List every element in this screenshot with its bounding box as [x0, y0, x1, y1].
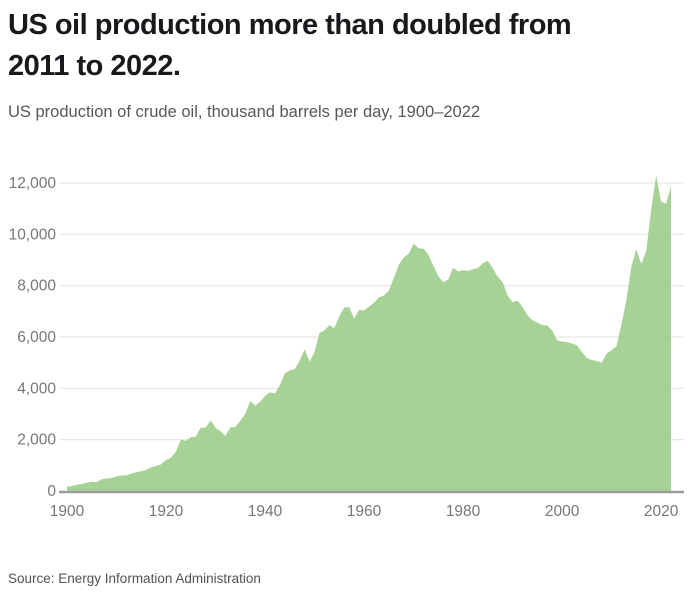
y-axis-labels: 0 2,000 4,000 6,000 8,000 10,000 12,000 — [9, 175, 57, 500]
svg-text:1960: 1960 — [347, 503, 382, 520]
svg-text:1940: 1940 — [248, 503, 283, 520]
page-title-line1: US oil production more than doubled from — [8, 9, 572, 41]
svg-text:2000: 2000 — [545, 503, 580, 520]
svg-text:6,000: 6,000 — [17, 329, 56, 346]
svg-text:1980: 1980 — [446, 503, 481, 520]
svg-text:1920: 1920 — [149, 503, 184, 520]
chart-subtitle: US production of crude oil, thousand bar… — [8, 103, 481, 121]
x-axis-labels: 1900 1920 1940 1960 1980 2000 2020 — [50, 503, 679, 520]
svg-text:4,000: 4,000 — [17, 380, 56, 397]
svg-text:2020: 2020 — [644, 503, 679, 520]
svg-text:2,000: 2,000 — [17, 432, 56, 449]
area-series — [67, 175, 671, 491]
svg-text:8,000: 8,000 — [17, 278, 56, 295]
svg-text:0: 0 — [47, 483, 56, 500]
page-title-line2: 2011 to 2022. — [8, 50, 181, 82]
svg-text:12,000: 12,000 — [9, 175, 57, 192]
source-note: Source: Energy Information Administratio… — [8, 571, 261, 586]
page-title: US oil production more than doubled from… — [8, 5, 572, 87]
svg-text:10,000: 10,000 — [9, 226, 57, 243]
svg-text:1900: 1900 — [50, 503, 85, 520]
